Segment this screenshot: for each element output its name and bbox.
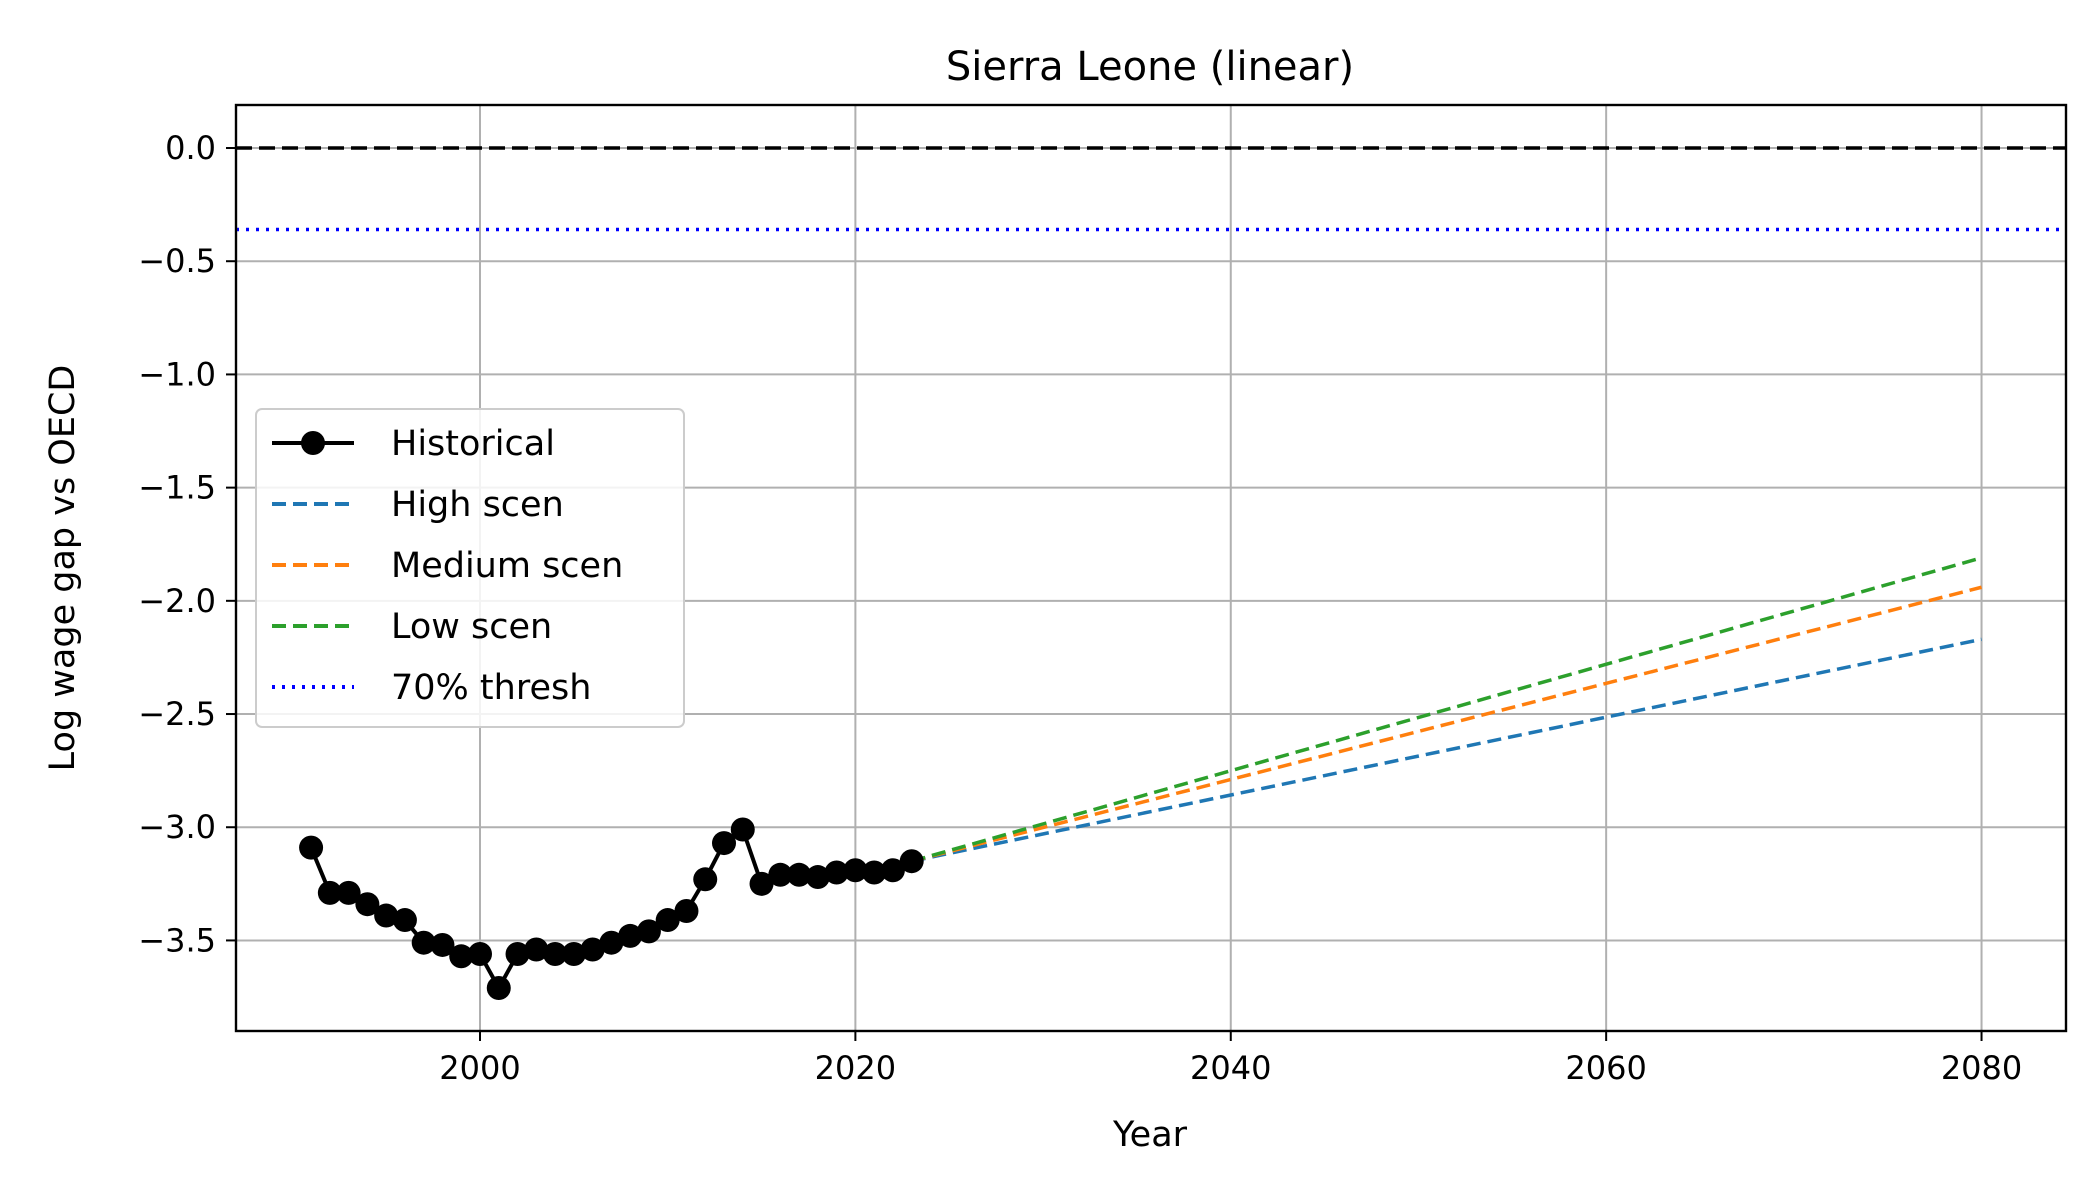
historical-point bbox=[787, 862, 812, 887]
historical-point bbox=[899, 849, 924, 874]
historical-point bbox=[824, 860, 849, 885]
historical-point bbox=[299, 835, 324, 860]
ticks: 2000 2020 2040 2060 2080 0.0 −0.5 −1.0 −1.5 −2.0 −… bbox=[138, 129, 2022, 1087]
legend-label: High scen bbox=[391, 485, 564, 525]
historical-point bbox=[862, 860, 887, 885]
historical-point bbox=[486, 975, 511, 1000]
axes-frame bbox=[234, 103, 2068, 1033]
historical-point bbox=[468, 942, 492, 967]
y-tick-label: −1.0 bbox=[138, 355, 216, 393]
y-tick-label: −2.0 bbox=[138, 582, 216, 620]
y-axis-label: Log wage gap vs OECD bbox=[43, 365, 83, 772]
y-tick-label: −3.5 bbox=[138, 921, 216, 959]
historical-point bbox=[561, 942, 586, 967]
historical-point bbox=[693, 867, 718, 892]
historical-point bbox=[336, 880, 361, 905]
legend: Historical High scen Medium scen Low scen 70… bbox=[255, 408, 685, 728]
historical-point bbox=[524, 937, 549, 962]
historical-point bbox=[655, 908, 680, 933]
historical-point bbox=[543, 942, 568, 967]
historical-point bbox=[618, 923, 643, 948]
y-tick-label: −2.5 bbox=[138, 695, 216, 733]
medium-scen-line bbox=[911, 585, 1982, 863]
historical-point bbox=[411, 930, 436, 955]
historical-point bbox=[805, 865, 830, 890]
historical-point bbox=[580, 937, 605, 962]
historical-point bbox=[843, 858, 868, 883]
historical-point bbox=[505, 942, 530, 967]
historical-point bbox=[730, 817, 755, 842]
historical-point bbox=[768, 862, 793, 887]
historical-point bbox=[374, 903, 399, 928]
historical-point bbox=[355, 892, 380, 917]
historical-point bbox=[599, 930, 624, 955]
low-scen-line bbox=[911, 556, 1983, 863]
legend-label: 70% thresh bbox=[391, 668, 591, 708]
chart-title: Sierra Leone (linear) bbox=[946, 44, 1354, 90]
historical-point bbox=[674, 899, 699, 924]
x-tick-label: 2000 bbox=[439, 1049, 520, 1087]
historical-point bbox=[392, 908, 417, 933]
historical-point bbox=[636, 919, 661, 944]
y-tick-label: −3.0 bbox=[138, 808, 216, 846]
legend-label: Medium scen bbox=[391, 546, 623, 586]
historical-point bbox=[749, 871, 774, 896]
historical-point bbox=[317, 880, 342, 905]
historical-point bbox=[449, 944, 474, 969]
y-tick-label: −0.5 bbox=[138, 242, 216, 280]
x-tick-label: 2020 bbox=[815, 1049, 896, 1087]
high-scen-line bbox=[911, 637, 1982, 863]
x-tick-label: 2040 bbox=[1190, 1049, 1271, 1087]
historical-point bbox=[880, 858, 905, 883]
historical-point bbox=[430, 932, 455, 957]
y-tick-label: 0.0 bbox=[165, 129, 216, 167]
plot-area bbox=[236, 146, 2066, 1000]
x-tick-label: 2060 bbox=[1565, 1049, 1646, 1087]
legend-label: Historical bbox=[391, 424, 555, 464]
historical-point bbox=[712, 831, 736, 856]
legend-label: Low scen bbox=[391, 607, 552, 647]
y-tick-label: −1.5 bbox=[138, 469, 216, 507]
legend-marker bbox=[301, 431, 325, 455]
legend-box bbox=[255, 408, 685, 728]
x-tick-label: 2080 bbox=[1941, 1049, 2022, 1087]
x-axis-label: Year bbox=[1112, 1115, 1188, 1155]
